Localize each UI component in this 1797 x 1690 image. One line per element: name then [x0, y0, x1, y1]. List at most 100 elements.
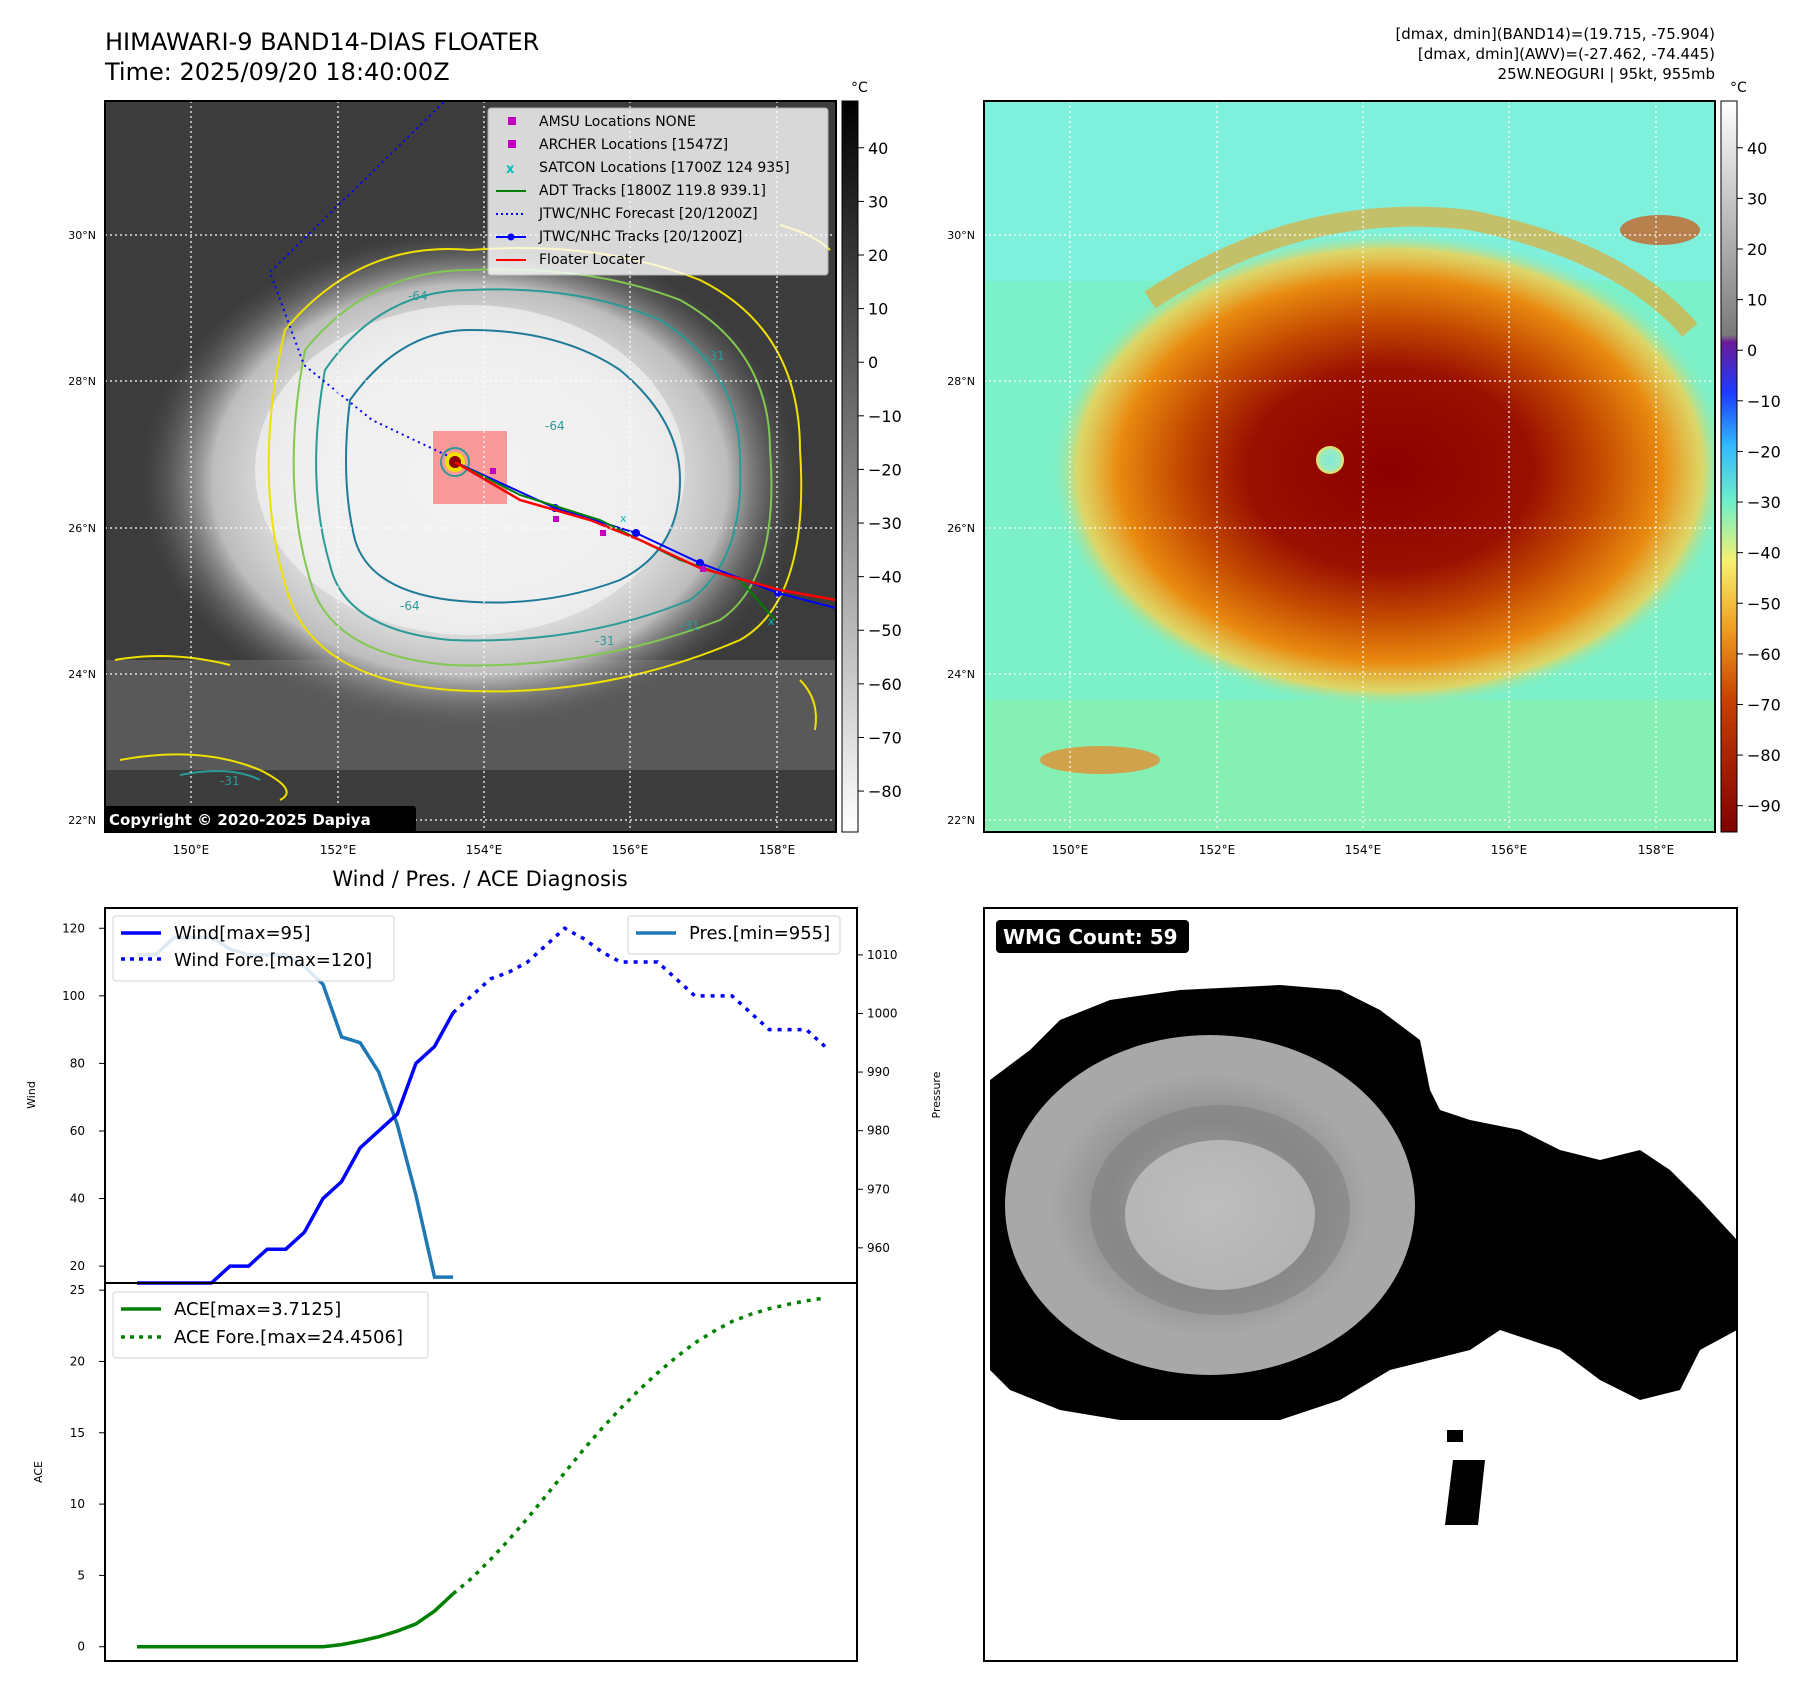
legend-item-floater: Floater Locater: [539, 252, 645, 268]
pressure-line: [137, 935, 454, 1279]
colorbar-tick-label: −60: [868, 675, 902, 694]
colorbar-tick-label: 20: [1747, 240, 1767, 259]
colorbar-unit: °C: [1730, 80, 1747, 96]
ace-y-tick-label: 25: [70, 1283, 85, 1297]
y-tick-label: 40: [70, 1192, 85, 1206]
y-tick-label: 120: [62, 921, 85, 935]
floater-box: [433, 431, 507, 504]
colorbar-tick-label: 20: [868, 246, 888, 265]
y-right-tick-label: 1000: [867, 1006, 898, 1020]
colorbar-tick-label: −70: [868, 728, 902, 747]
gray-colorbar: °C 40 30 20 10 0 −10 −20 −30 −40 −50 −60 −70 −80: [841, 80, 902, 833]
legend-item-satcon: SATCON Locations [1700Z 124 935]: [539, 160, 790, 176]
colorbar-tick-label: −50: [868, 621, 902, 640]
info-awv: [dmax, dmin](AWV)=(-27.462, -74.445): [1418, 45, 1715, 63]
contour-label: -64: [400, 599, 420, 613]
colorbar-tick-label: −20: [1747, 442, 1781, 461]
y-right-tick-label: 970: [867, 1182, 890, 1196]
colorbar-tick-label: −40: [868, 568, 902, 587]
colorbar-tick-label: −60: [1747, 645, 1781, 664]
y-right-tick-label: 990: [867, 1065, 890, 1079]
colorbar-tick-label: 30: [1747, 189, 1767, 208]
lon-label: 152°E: [1199, 843, 1236, 857]
lon-label: 156°E: [612, 843, 649, 857]
archer-square-icon: [508, 140, 516, 148]
map-legend: x AMSU Locations NONE ARCHER Locations […: [487, 107, 829, 276]
lat-label: 22°N: [68, 814, 96, 827]
lon-label: 158°E: [1638, 843, 1675, 857]
lon-label: 152°E: [320, 843, 357, 857]
contour-label: -31: [705, 349, 725, 363]
colorbar-tick-label: −40: [1747, 544, 1781, 563]
amsu-square-icon: [508, 117, 516, 125]
lon-label: 154°E: [1345, 843, 1382, 857]
lat-label: 30°N: [68, 229, 96, 242]
legend-item-amsu: AMSU Locations NONE: [539, 114, 696, 130]
pressure-axis-label: Pressure: [930, 1071, 943, 1118]
colorbar-tick-label: 40: [1747, 139, 1767, 158]
legend-wind: Wind[max=95]: [174, 923, 311, 944]
svg-text:x: x: [620, 512, 627, 525]
colorbar-tick-label: −80: [1747, 746, 1781, 765]
legend-item-forecast: JTWC/NHC Forecast [20/1200Z]: [538, 206, 758, 222]
lon-label: 150°E: [173, 843, 210, 857]
legend-item-archer: ARCHER Locations [1547Z]: [539, 137, 728, 153]
colorbar-tick-label: 0: [1747, 341, 1757, 360]
contour-label: -31: [595, 634, 615, 648]
lat-label: 24°N: [68, 668, 96, 681]
ace-forecast-line: [451, 1296, 826, 1596]
colorbar-tick-label: 30: [868, 192, 888, 211]
ace-chart: ACE 0 5 10 15 20 25 ACE[max=3.7125] ACE Fore.…: [32, 1282, 858, 1662]
contour-label: -31: [220, 774, 240, 788]
wind-line: [137, 1011, 455, 1285]
y-tick-label: 60: [70, 1124, 85, 1138]
wmg-count-label: WMG Count: 59: [1003, 925, 1178, 949]
figure-time: Time: 2025/09/20 18:40:00Z: [104, 58, 450, 86]
colorbar-tick-label: −80: [868, 782, 902, 801]
colorbar-tick-label: −10: [1747, 392, 1781, 411]
legend-ace: ACE[max=3.7125]: [174, 1299, 341, 1320]
colorbar-tick-label: −90: [1747, 797, 1781, 816]
legend-pressure: Pres.[min=955]: [689, 923, 830, 944]
colorbar-tick-label: 0: [868, 353, 878, 372]
lat-label: 24°N: [947, 668, 975, 681]
y-right-tick-label: 960: [867, 1241, 890, 1255]
lat-label: 28°N: [68, 375, 96, 388]
contour-label: -64: [545, 419, 565, 433]
pressure-legend: Pres.[min=955]: [627, 915, 841, 955]
color-ir-map: 30°N 28°N 26°N 24°N 22°N 150°E 152°E 154…: [947, 100, 1716, 857]
lat-label: 30°N: [947, 229, 975, 242]
y-tick-label: 20: [70, 1259, 85, 1273]
floater-locater-track: [454, 460, 836, 602]
y-tick-label: 100: [62, 989, 85, 1003]
lat-label: 28°N: [947, 375, 975, 388]
colorbar-tick-label: −30: [868, 514, 902, 533]
ace-y-tick-label: 0: [77, 1640, 85, 1654]
info-band14: [dmax, dmin](BAND14)=(19.715, -75.904): [1395, 25, 1715, 43]
lon-label: 158°E: [759, 843, 796, 857]
legend-ace-fore: ACE Fore.[max=24.4506]: [174, 1327, 403, 1348]
colorbar-tick-label: −30: [1747, 493, 1781, 512]
ace-legend: ACE[max=3.7125] ACE Fore.[max=24.4506]: [112, 1291, 429, 1359]
ace-y-tick-label: 10: [70, 1497, 85, 1511]
ace-axis-label: ACE: [32, 1461, 45, 1483]
color-storm-eye: [1316, 446, 1344, 474]
legend-item-jtwc: JTWC/NHC Tracks [20/1200Z]: [538, 229, 742, 245]
colorbar-tick-label: −20: [868, 460, 902, 479]
lon-label: 150°E: [1052, 843, 1089, 857]
satcon-x-icon: x: [506, 162, 515, 177]
wind-forecast-line: [451, 926, 827, 1048]
lon-label: 154°E: [466, 843, 503, 857]
svg-text:x: x: [768, 615, 775, 628]
lat-label: 26°N: [947, 522, 975, 535]
colorbar-unit: °C: [851, 80, 868, 96]
grayscale-ir-map: x x -64 -31 -64 -64 -31 -31 -31: [68, 100, 837, 857]
colorbar-tick-label: 40: [868, 139, 888, 158]
y-right-tick-label: 980: [867, 1124, 890, 1138]
figure-title: HIMAWARI-9 BAND14-DIAS FLOATER: [105, 28, 539, 56]
jtwc-forecast-track: [268, 101, 449, 457]
wind-pressure-chart: Wind Pressure 20 40 60 80 100 120 960 970 980 990…: [25, 907, 943, 1285]
colorbar-tick-label: −70: [1747, 695, 1781, 714]
ace-y-tick-label: 15: [70, 1426, 85, 1440]
colorbar-tick-label: 10: [1747, 291, 1767, 310]
